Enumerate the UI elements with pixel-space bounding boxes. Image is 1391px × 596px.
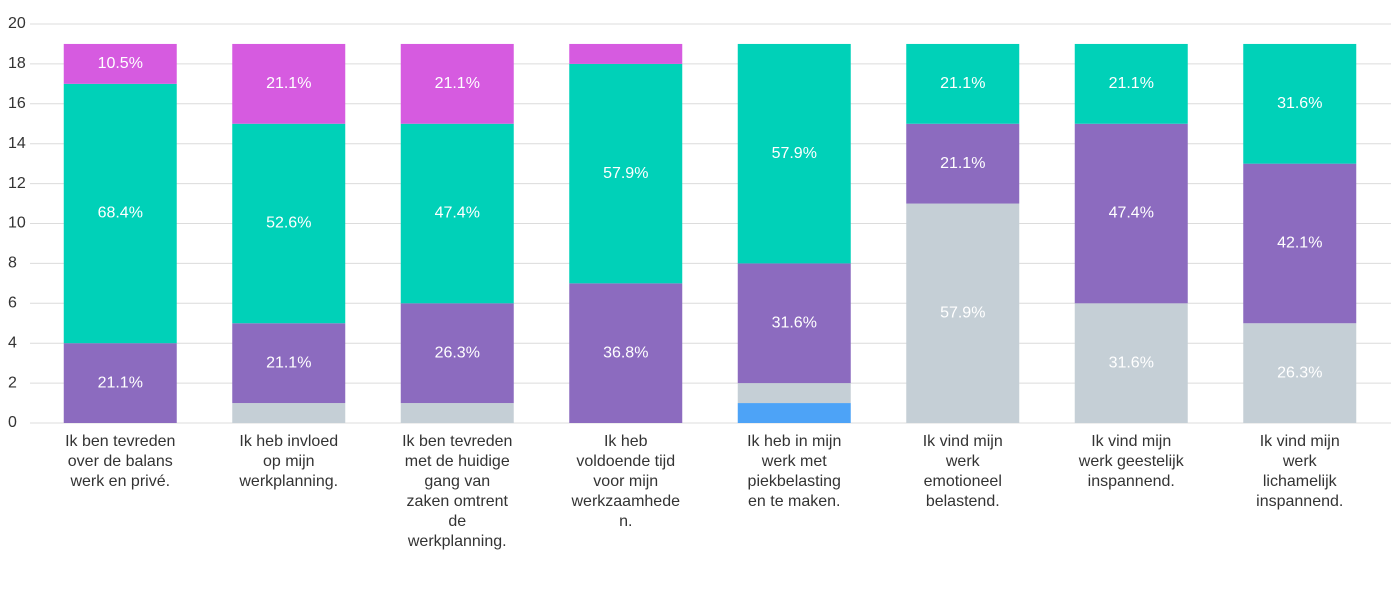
y-tick-label: 16: [8, 95, 26, 112]
bar-segment: [737, 263, 851, 384]
x-tick-label: Ik vind mijn werk emotioneel belastend.: [922, 433, 1003, 510]
bar-segment: [737, 43, 851, 264]
bar-segment: [232, 43, 346, 124]
data-label: 57.9%: [772, 145, 817, 162]
data-label: 52.6%: [266, 215, 311, 232]
bar-segment: [569, 283, 683, 423]
y-tick-label: 0: [8, 414, 17, 431]
y-tick-label: 14: [8, 135, 26, 152]
bar-segment: [1074, 123, 1188, 304]
data-label: 31.6%: [1277, 95, 1322, 112]
bar-segment: [906, 203, 1020, 423]
data-label: 47.4%: [435, 205, 480, 222]
y-tick-label: 10: [8, 215, 26, 232]
data-label: 31.6%: [1109, 354, 1154, 371]
y-tick-label: 6: [8, 295, 17, 312]
data-label: 26.3%: [435, 344, 480, 361]
bar-segment: [400, 303, 514, 404]
data-label: 21.1%: [940, 75, 985, 92]
x-tick-label: Ik ben tevreden over de balans werk en p…: [65, 433, 176, 490]
data-label: 68.4%: [98, 205, 143, 222]
bar-segment: [63, 43, 177, 84]
data-label: 57.9%: [940, 304, 985, 321]
bar-segment: [63, 343, 177, 423]
data-label: 26.3%: [1277, 364, 1322, 381]
bar-segment: [232, 403, 346, 423]
bar-segment: [1243, 323, 1357, 423]
data-label: 36.8%: [603, 344, 648, 361]
bar-segment: [400, 43, 514, 124]
data-label: 31.6%: [772, 314, 817, 331]
data-label: 57.9%: [603, 165, 648, 182]
x-tick-label: Ik ben tevreden met de huidige gang van …: [402, 433, 513, 550]
bar-segment: [1243, 43, 1357, 164]
data-label: 42.1%: [1277, 235, 1322, 252]
data-label: 21.1%: [1109, 75, 1154, 92]
x-tick-label: Ik heb voldoende tijd voor mijn werkzaam…: [571, 433, 681, 530]
y-tick-label: 2: [8, 374, 17, 391]
bar-segment: [906, 43, 1020, 124]
bar-segment: [569, 63, 683, 284]
bar-segment: [400, 123, 514, 304]
y-tick-label: 12: [8, 175, 26, 192]
data-label: 10.5%: [98, 55, 143, 72]
data-label: 21.1%: [98, 374, 143, 391]
y-tick-label: 8: [8, 255, 17, 272]
y-tick-label: 20: [8, 15, 26, 32]
data-label: 21.1%: [266, 75, 311, 92]
y-tick-label: 4: [8, 334, 17, 351]
bar-segment: [737, 403, 851, 423]
bar-segment: [400, 403, 514, 423]
data-label: 21.1%: [266, 354, 311, 371]
bar-segment: [1074, 303, 1188, 423]
x-tick-label: Ik vind mijn werk geestelijk inspannend.: [1078, 433, 1184, 490]
bar-segment: [906, 123, 1020, 204]
x-tick-label: Ik vind mijn werk lichamelijk inspannend…: [1256, 433, 1344, 510]
bar-segment: [737, 383, 851, 404]
data-label: 21.1%: [940, 155, 985, 172]
x-tick-label: Ik heb invloed op mijn werkplanning.: [239, 433, 339, 490]
data-label: 21.1%: [435, 75, 480, 92]
bar-segment: [1074, 43, 1188, 124]
bar-segment: [63, 83, 177, 344]
x-tick-label: Ik heb in mijn werk met piekbelasting en…: [747, 433, 842, 510]
y-tick-label: 18: [8, 55, 26, 72]
bar-segment: [232, 123, 346, 324]
bar-segment: [569, 43, 683, 64]
data-label: 47.4%: [1109, 205, 1154, 222]
bar-segment: [1243, 163, 1357, 324]
bar-segment: [232, 323, 346, 404]
